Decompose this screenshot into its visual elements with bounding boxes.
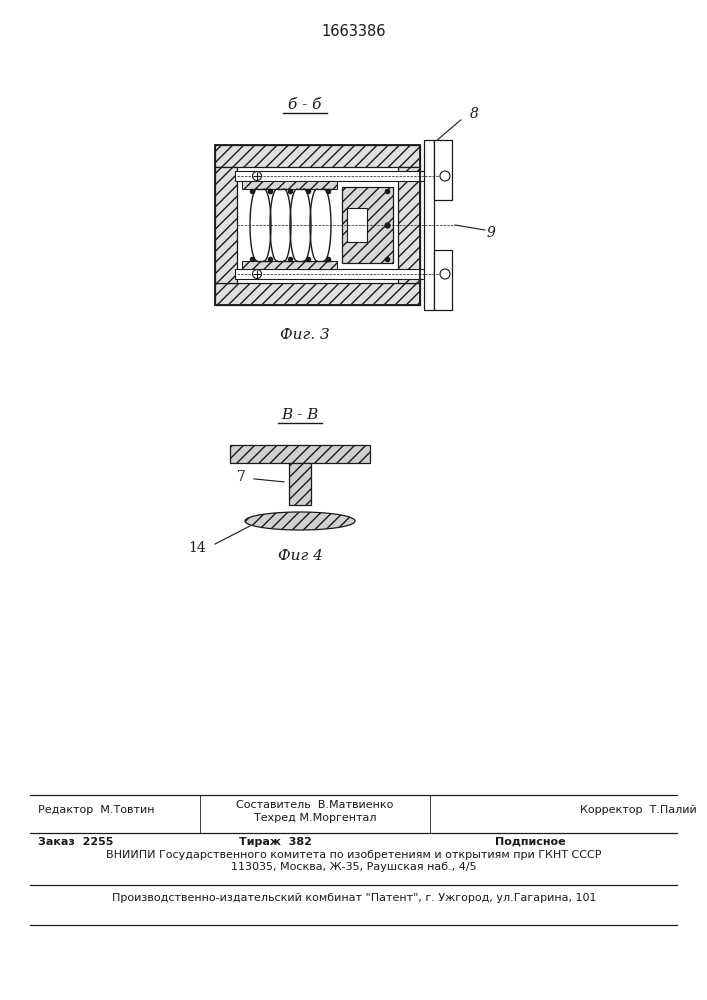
Bar: [230, 445, 370, 463]
Circle shape: [440, 269, 450, 279]
Bar: [347, 208, 367, 242]
Text: Корректор  Т.Палий: Корректор Т.Палий: [580, 805, 697, 815]
Bar: [215, 283, 420, 305]
Bar: [215, 145, 420, 167]
Circle shape: [440, 171, 450, 181]
Text: Редактор  М.Товтин: Редактор М.Товтин: [38, 805, 155, 815]
Text: Составитель  В.Матвиенко: Составитель В.Матвиенко: [236, 800, 394, 810]
Bar: [235, 171, 430, 181]
Text: 1663386: 1663386: [322, 24, 386, 39]
Bar: [215, 167, 237, 283]
Text: Производственно-издательский комбинат "Патент", г. Ужгород, ул.Гагарина, 101: Производственно-издательский комбинат "П…: [112, 893, 596, 903]
Text: Тираж  382: Тираж 382: [238, 837, 312, 847]
Text: 8: 8: [470, 107, 479, 121]
Circle shape: [252, 269, 262, 278]
Bar: [242, 261, 337, 269]
Bar: [235, 269, 430, 279]
Text: Фиг. 3: Фиг. 3: [280, 328, 330, 342]
Text: Заказ  2255: Заказ 2255: [38, 837, 113, 847]
Bar: [289, 463, 311, 505]
Bar: [398, 167, 420, 283]
Bar: [242, 181, 337, 189]
Bar: [342, 187, 393, 263]
Text: ВНИИПИ Государственного комитета по изобретениям и открытиям при ГКНТ СССР: ВНИИПИ Государственного комитета по изоб…: [106, 850, 602, 860]
Text: 7: 7: [237, 470, 246, 484]
Text: 9: 9: [487, 226, 496, 240]
Bar: [434, 140, 452, 200]
Text: Подписное: Подписное: [495, 837, 566, 847]
Polygon shape: [245, 512, 355, 530]
Text: 14: 14: [188, 541, 206, 555]
Text: 113035, Москва, Ж-35, Раушская наб., 4/5: 113035, Москва, Ж-35, Раушская наб., 4/5: [231, 862, 477, 872]
Bar: [434, 250, 452, 310]
Text: Фиг 4: Фиг 4: [278, 549, 322, 563]
Text: б - б: б - б: [288, 98, 322, 112]
Bar: [424, 140, 434, 310]
Text: Техред М.Моргентал: Техред М.Моргентал: [254, 813, 376, 823]
Bar: [215, 145, 420, 305]
Circle shape: [252, 172, 262, 180]
Text: В - В: В - В: [281, 408, 319, 422]
